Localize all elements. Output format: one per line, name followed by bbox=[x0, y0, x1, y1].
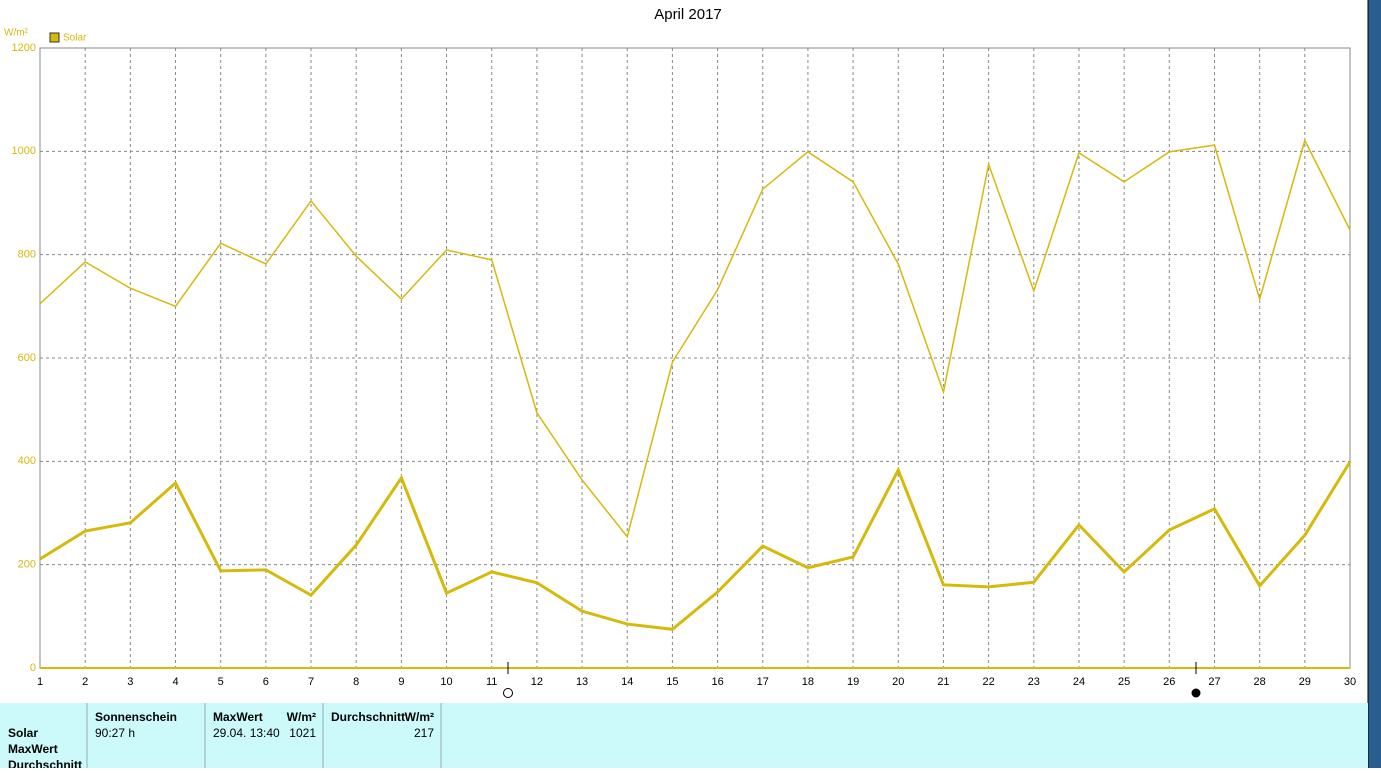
x-tick-label: 6 bbox=[263, 676, 269, 688]
row-label: Solar bbox=[8, 726, 38, 740]
stats-dividers bbox=[86, 703, 442, 768]
x-tick-label: 21 bbox=[937, 676, 949, 688]
x-tick-label: 14 bbox=[621, 676, 633, 688]
x-tick-label: 29 bbox=[1299, 676, 1311, 688]
x-tick-label: 8 bbox=[353, 676, 359, 688]
new-moon bbox=[1191, 688, 1201, 698]
x-tick-label: 28 bbox=[1254, 676, 1266, 688]
x-tick-label: 11 bbox=[486, 676, 497, 688]
x-tick-label: 10 bbox=[440, 676, 452, 688]
x-tick-label: 17 bbox=[757, 676, 769, 688]
x-tick-label: 19 bbox=[847, 676, 859, 688]
col-unit: W/m² bbox=[287, 710, 316, 724]
y-tick-label: 1000 bbox=[12, 145, 36, 157]
cell: 90:27 h bbox=[95, 726, 135, 740]
x-tick-label: 23 bbox=[1028, 676, 1040, 688]
y-tick-label: 1200 bbox=[12, 42, 36, 54]
x-tick-label: 4 bbox=[172, 676, 178, 688]
x-tick-label: 9 bbox=[398, 676, 404, 688]
x-tick-label: 1 bbox=[37, 676, 43, 688]
y-tick-label: 0 bbox=[30, 662, 36, 674]
x-tick-label: 13 bbox=[576, 676, 588, 688]
x-tick-label: 3 bbox=[127, 676, 133, 688]
y-unit: W/m² bbox=[4, 28, 29, 39]
x-tick-label: 16 bbox=[711, 676, 723, 688]
x-tick-label: 5 bbox=[218, 676, 224, 688]
col-unit: W/m² bbox=[405, 710, 434, 724]
chart-title: April 2017 bbox=[654, 6, 722, 23]
cell: 1021 bbox=[289, 726, 316, 740]
col-header: Sonnenschein bbox=[95, 710, 177, 724]
x-tick-label: 27 bbox=[1208, 676, 1220, 688]
x-tick-label: 12 bbox=[531, 676, 543, 688]
desktop-edge bbox=[1368, 0, 1381, 768]
legend-swatch bbox=[49, 32, 60, 43]
row-label: MaxWert bbox=[8, 742, 58, 756]
series-line bbox=[39, 461, 1352, 631]
x-tick-label: 20 bbox=[892, 676, 904, 688]
cell: 217 bbox=[414, 726, 434, 740]
y-tick-label: 200 bbox=[18, 559, 36, 571]
x-tick-label: 25 bbox=[1118, 676, 1130, 688]
x-tick-label: 24 bbox=[1073, 676, 1085, 688]
x-tick-label: 7 bbox=[308, 676, 314, 688]
x-tick-label: 15 bbox=[666, 676, 678, 688]
x-tick-label: 30 bbox=[1344, 676, 1356, 688]
y-tick-label: 400 bbox=[18, 455, 36, 467]
col-header: Durchschnitt bbox=[331, 710, 405, 724]
x-tick-label: 18 bbox=[802, 676, 814, 688]
legend-label: Solar bbox=[63, 33, 87, 44]
x-tick-label: 2 bbox=[82, 676, 88, 688]
x-tick-label: 22 bbox=[982, 676, 994, 688]
series-line bbox=[39, 138, 1351, 539]
col-header: MaxWert bbox=[213, 710, 263, 724]
y-tick-label: 600 bbox=[18, 352, 36, 364]
full-moon bbox=[503, 688, 513, 698]
stats-panel bbox=[0, 703, 1368, 768]
x-tick-label: 26 bbox=[1163, 676, 1175, 688]
y-tick-label: 800 bbox=[18, 249, 36, 261]
cell: 29.04. 13:40 bbox=[213, 726, 280, 740]
row-label: Durchschnitt bbox=[8, 758, 82, 768]
